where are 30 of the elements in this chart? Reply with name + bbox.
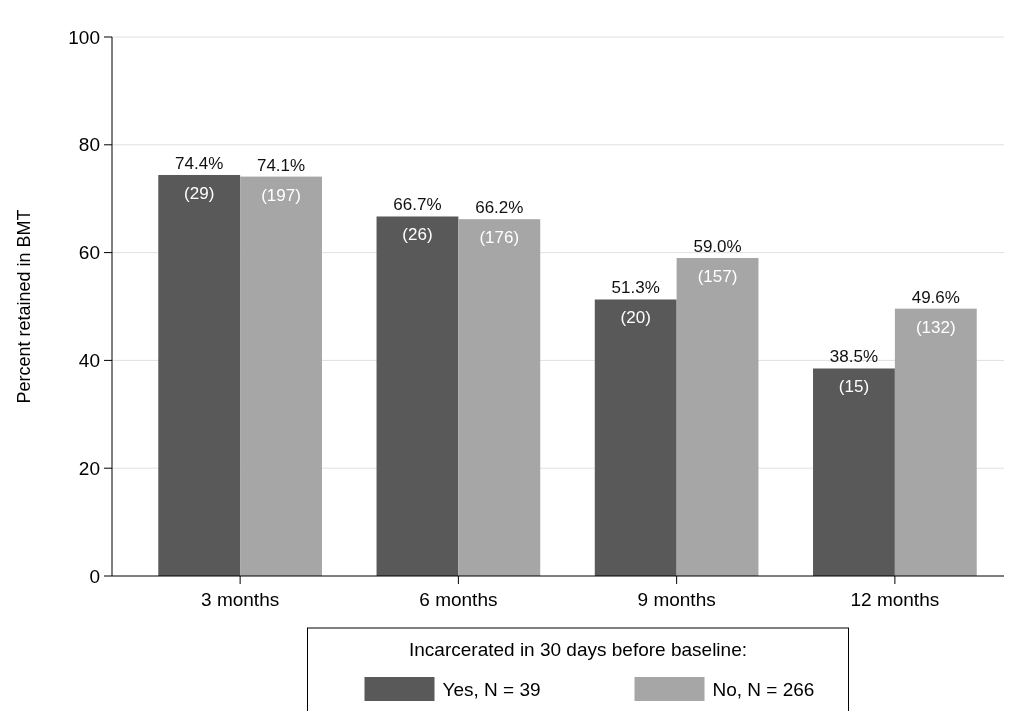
y-tick-label: 60 bbox=[78, 242, 100, 264]
legend-label: No, N = 266 bbox=[712, 678, 815, 700]
y-tick-label: 100 bbox=[68, 26, 100, 48]
y-tick-label: 80 bbox=[78, 134, 100, 156]
x-tick-label: 12 months bbox=[850, 589, 940, 610]
bar bbox=[240, 176, 322, 576]
data-label: 59.0% (157) bbox=[693, 236, 742, 286]
legend-label: Yes, N = 39 bbox=[442, 678, 541, 700]
y-tick-label: 20 bbox=[78, 457, 100, 479]
bar bbox=[813, 368, 895, 576]
data-label: 66.2% (176) bbox=[475, 198, 524, 248]
data-label: 51.3% (20) bbox=[611, 278, 660, 328]
bar bbox=[594, 299, 677, 576]
bar bbox=[458, 219, 541, 576]
x-tick-label: 9 months bbox=[637, 589, 716, 610]
legend-title: Incarcerated in 30 days before baseline: bbox=[409, 639, 747, 660]
data-label: 49.6% (132) bbox=[911, 287, 960, 337]
bar bbox=[894, 308, 977, 576]
bar bbox=[376, 216, 459, 576]
data-label: 38.5% (15) bbox=[829, 347, 879, 397]
y-axis-title: Percent retained in BMT bbox=[14, 209, 34, 404]
data-label: 74.1% (197) bbox=[256, 155, 306, 205]
data-label: 66.7% (26) bbox=[393, 195, 442, 245]
bar bbox=[676, 257, 759, 576]
bar bbox=[158, 174, 241, 576]
x-tick-label: 6 months bbox=[419, 589, 498, 610]
y-tick-label: 40 bbox=[78, 350, 100, 372]
y-tick-label: 0 bbox=[89, 565, 100, 587]
x-tick-label: 3 months bbox=[201, 589, 280, 610]
data-label: 74.4% (29) bbox=[175, 153, 224, 203]
